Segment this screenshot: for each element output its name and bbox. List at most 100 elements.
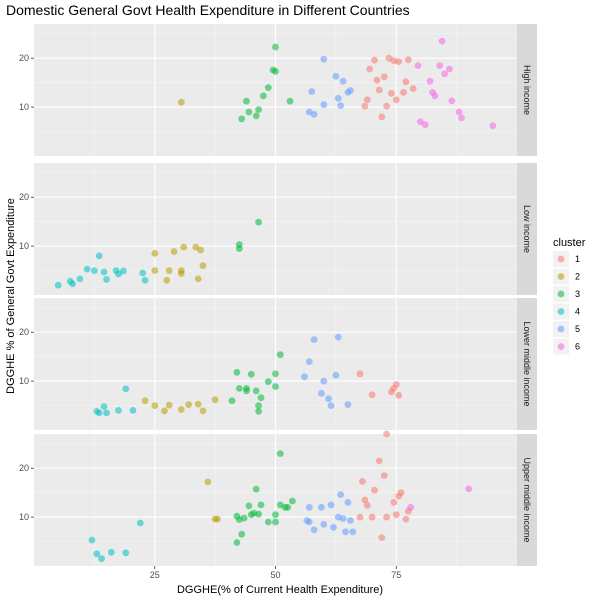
data-point — [255, 408, 262, 415]
data-point — [83, 265, 91, 273]
data-point — [286, 97, 294, 105]
legend-label: 5 — [575, 324, 580, 334]
data-point — [356, 370, 364, 378]
data-point — [378, 534, 386, 541]
legend-label: 6 — [575, 342, 580, 352]
legend-item: 2 — [553, 268, 580, 285]
data-point — [441, 70, 448, 78]
data-point — [368, 391, 376, 399]
data-point — [197, 246, 205, 254]
data-point — [88, 536, 96, 544]
data-point — [375, 86, 383, 94]
legend-key — [557, 255, 565, 263]
data-point — [100, 403, 108, 410]
data-point — [347, 87, 354, 94]
legend-label: 4 — [575, 307, 580, 317]
data-point — [334, 333, 342, 341]
data-point — [185, 401, 193, 408]
data-point — [141, 276, 149, 284]
data-point — [380, 73, 388, 81]
data-point — [194, 275, 202, 283]
data-point — [211, 396, 219, 404]
data-point — [337, 491, 345, 498]
data-point — [260, 92, 267, 100]
data-point — [257, 501, 265, 509]
data-point — [383, 513, 390, 521]
data-point — [151, 267, 159, 274]
data-point — [69, 280, 76, 288]
y-tick-label: 10 — [19, 241, 29, 251]
data-point — [141, 397, 149, 405]
data-point — [264, 84, 272, 91]
data-point — [388, 90, 395, 97]
data-point — [363, 502, 371, 509]
facet-strip — [517, 24, 537, 156]
data-point — [438, 37, 446, 45]
data-point — [310, 336, 318, 343]
data-point — [310, 526, 318, 534]
facet-panel: 10 20 Lower middle income — [19, 298, 537, 430]
data-point — [139, 269, 147, 277]
data-point — [375, 457, 383, 465]
data-point — [238, 115, 246, 123]
facet-strip — [517, 298, 537, 430]
data-point — [431, 92, 439, 100]
x-tick-label: 50 — [270, 570, 280, 580]
data-point — [305, 518, 313, 526]
data-point — [318, 503, 325, 511]
data-point — [276, 450, 284, 457]
data-point — [252, 387, 260, 395]
y-tick-label: 20 — [19, 327, 29, 337]
data-point — [320, 377, 328, 385]
data-point — [100, 268, 108, 276]
x-axis-title: DGGHE(% of Current Health Expenditure) — [177, 584, 383, 596]
y-tick-label: 20 — [19, 463, 29, 473]
data-point — [272, 518, 279, 526]
legend-item: 4 — [553, 303, 580, 320]
data-point — [305, 503, 313, 511]
facet-strip — [517, 434, 537, 566]
data-point — [458, 114, 465, 122]
facet-panel: 10 20 High income — [19, 24, 537, 156]
data-point — [310, 111, 318, 118]
data-point — [272, 383, 279, 390]
data-point — [165, 401, 173, 409]
data-point — [129, 407, 137, 414]
data-point — [356, 513, 364, 521]
data-point — [163, 276, 171, 284]
data-point — [332, 72, 340, 80]
data-point — [255, 402, 262, 409]
data-point — [305, 358, 313, 365]
x-tick-label: 75 — [391, 570, 401, 580]
data-point — [342, 528, 349, 536]
data-point — [465, 485, 473, 493]
panels-layer: 10 20 High income 10 20 Low income 10 20 Lower m… — [19, 24, 537, 580]
legend-key — [557, 290, 565, 298]
data-point — [349, 528, 357, 536]
data-point — [122, 385, 130, 393]
legend-item: 5 — [553, 321, 580, 337]
data-point — [327, 501, 335, 509]
data-point — [252, 112, 260, 120]
data-point — [245, 108, 253, 116]
facet-strip — [517, 163, 537, 295]
legend-key — [557, 325, 565, 333]
data-point — [252, 485, 260, 493]
legend-item: 1 — [553, 251, 580, 267]
facet-strip-label: Low income — [522, 205, 532, 253]
data-point — [233, 368, 241, 376]
data-point — [334, 94, 342, 102]
data-point — [400, 89, 407, 96]
data-point — [395, 58, 403, 65]
data-point — [378, 113, 386, 121]
data-point — [214, 515, 221, 523]
data-point — [409, 85, 417, 92]
data-point — [115, 407, 122, 414]
data-point — [76, 275, 84, 283]
data-point — [177, 98, 185, 106]
data-point — [414, 62, 422, 69]
data-point — [371, 486, 378, 494]
data-point — [320, 101, 328, 109]
data-point — [404, 56, 412, 64]
data-point — [371, 56, 378, 64]
